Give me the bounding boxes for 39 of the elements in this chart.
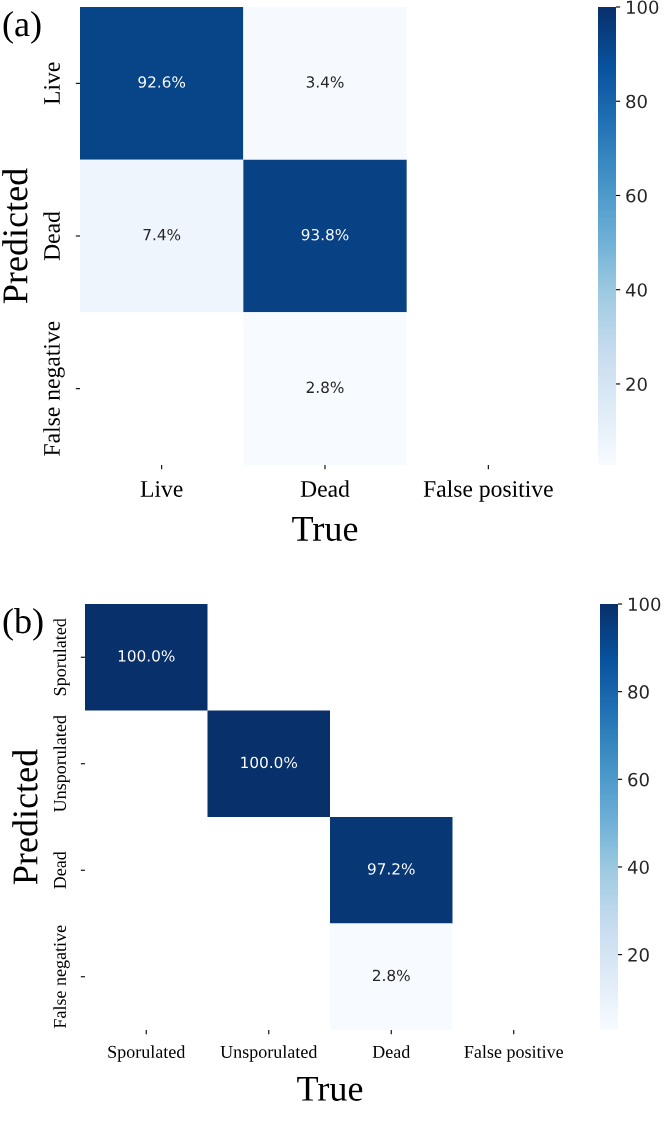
data-label: 2.8% — [306, 381, 344, 394]
data-label: 100.0% — [118, 650, 175, 662]
color-bar-label: 40 — [625, 283, 647, 297]
color-bar-label: 80 — [626, 94, 647, 109]
data-label: 100.0% — [241, 756, 298, 769]
data-label: 2.8% — [372, 969, 410, 982]
color-bar-label: 20 — [626, 377, 647, 392]
data-label: 3.4% — [306, 76, 344, 88]
x-tick-label: Live — [140, 481, 183, 497]
color-bar-label: 60 — [626, 188, 647, 203]
color-bar-label: 20 — [628, 948, 649, 962]
color-bar-label: 80 — [628, 685, 649, 699]
y-tick-label: Live — [44, 62, 60, 105]
data-label: 93.8% — [301, 228, 349, 241]
x-tick-label: False positive — [464, 1045, 564, 1062]
y-tick-label: False negative — [43, 321, 65, 456]
y-tick-label: Sporulated — [53, 618, 70, 696]
color-bar-label: 100 — [629, 597, 661, 612]
x-tick-label: Sporulated — [108, 1045, 186, 1062]
x-tick-label: False positive — [423, 480, 553, 502]
data-label: 92.6% — [138, 76, 186, 88]
y-axis-title: Predicted — [12, 749, 38, 885]
color-bar-label: 60 — [628, 772, 649, 787]
x-tick-label: Dead — [372, 1045, 411, 1058]
chart-title: (a) — [3, 11, 41, 44]
x-axis-title: True — [297, 1076, 363, 1101]
color-bar-label: 100 — [627, 0, 659, 15]
y-tick-label: Unsporulated — [53, 715, 70, 813]
y-tick-label: Dead — [43, 211, 60, 261]
y-axis-title: Predicted — [2, 168, 28, 304]
x-tick-label: Dead — [300, 480, 350, 497]
y-tick-label: Dead — [53, 851, 67, 889]
data-label: 7.4% — [143, 228, 181, 241]
x-axis-title: True — [292, 516, 358, 541]
chart-title: (b) — [3, 608, 43, 641]
y-tick-label: False negative — [53, 925, 70, 1029]
data-label: 97.2% — [367, 863, 415, 875]
color-bar-label: 40 — [627, 860, 649, 875]
x-tick-label: Unsporulated — [220, 1045, 318, 1062]
